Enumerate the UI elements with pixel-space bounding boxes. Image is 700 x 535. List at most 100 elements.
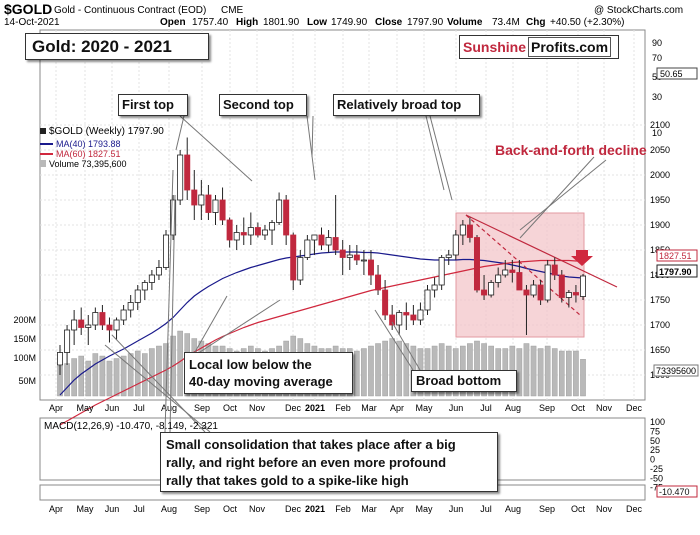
month-label-top: Mar [361, 403, 377, 413]
decline-label: Back-and-forth decline [495, 142, 647, 158]
candle-body [523, 289, 530, 296]
chg-value: +40.50 (+2.30%) [550, 17, 625, 28]
brand-part2: Profits.com [528, 37, 612, 57]
volume-bar [156, 345, 162, 397]
header-symbol: $GOLD [4, 1, 52, 17]
price-tick-label: 1700 [650, 320, 670, 330]
candle-body [572, 292, 579, 296]
month-label-top: Sep [539, 403, 555, 413]
candle-body [389, 314, 396, 326]
candle-body [261, 229, 268, 236]
volume-bar [361, 348, 367, 397]
candle-body [360, 259, 367, 262]
volume-tick-label: 100M [13, 353, 36, 363]
month-label-bottom: May [415, 504, 433, 514]
candle-body [304, 239, 311, 258]
candle-body [276, 199, 283, 223]
month-label-top: Jun [105, 403, 120, 413]
volume-bar [64, 363, 70, 397]
annotation-pointer [374, 309, 414, 371]
month-label-bottom: Apr [49, 504, 63, 514]
candle-body [99, 312, 106, 326]
annotation-pointer [111, 334, 206, 433]
volume-value-box [653, 364, 699, 377]
annotation-pointer [425, 115, 445, 191]
month-label-bottom: 2021 [305, 504, 325, 514]
volume-bar [149, 348, 155, 397]
candle-body [580, 275, 587, 297]
header-exchange: CME [221, 5, 244, 16]
candle-body [353, 254, 360, 261]
month-label-bottom: Nov [596, 504, 613, 514]
legend-ma60: MA(60) 1827.51 [56, 149, 121, 159]
indicator-tick-label: 10 [652, 128, 662, 138]
legend-ma40: MA(40) 1793.88 [56, 139, 121, 149]
candle-body [516, 272, 523, 291]
high-value: 1801.90 [263, 17, 300, 28]
candle-body [205, 194, 212, 213]
close-label: Close [375, 17, 403, 28]
month-label-bottom: Sep [194, 504, 210, 514]
volume-bar [467, 343, 473, 397]
volume-bar [382, 340, 388, 397]
candle-body [417, 309, 424, 321]
open-label: Open [160, 17, 186, 28]
volume-bar [558, 350, 565, 397]
price-tick-label: 1950 [650, 195, 670, 205]
month-label-bottom: Oct [571, 504, 586, 514]
volume-bar [481, 343, 487, 397]
month-label-bottom: Mar [361, 504, 377, 514]
annotation-pointers [104, 115, 607, 433]
candle-body [240, 232, 247, 236]
low-value: 1749.90 [331, 17, 368, 28]
month-label-top: Apr [49, 403, 63, 413]
volume-bar [113, 358, 120, 397]
candle-body [544, 264, 551, 301]
candle-body [403, 312, 410, 316]
macd-tick-label: -25 [650, 464, 663, 474]
month-label-top: 2021 [305, 403, 325, 413]
volume-bar [523, 343, 530, 397]
month-label-bottom: May [76, 504, 94, 514]
volume-bar [580, 359, 586, 397]
consolidation-line3: rally that takes gold to a spike-like hi… [166, 473, 409, 488]
candle-body [113, 319, 120, 331]
candle-body [134, 289, 141, 303]
candle-body [184, 154, 191, 191]
candle-body [198, 194, 205, 206]
volume-bar [92, 353, 99, 397]
month-label-top: Dec [285, 403, 302, 413]
candle-body [375, 274, 382, 291]
volume-bar [516, 348, 523, 397]
ma60-value-label: 1827.51 [659, 251, 692, 261]
volume-tick-label: 150M [13, 334, 36, 344]
candle-body [410, 314, 417, 321]
candle-body [530, 284, 537, 296]
macd-label: MACD(12,26,9) -10.470, -8.149, -2.321 [44, 421, 218, 432]
candle-body [325, 237, 332, 246]
month-label-top: Jul [480, 403, 492, 413]
volume-bar [403, 343, 410, 397]
month-label-top: Oct [571, 403, 586, 413]
header-date: 14-Oct-2021 [4, 17, 60, 28]
month-label-bottom: Jul [133, 504, 145, 514]
volume-bar [389, 338, 395, 397]
candle-body [170, 199, 177, 236]
candle-body [71, 319, 78, 331]
volume-tick-label: 200M [13, 315, 36, 325]
volume-value: 73.4M [492, 17, 520, 28]
candle-body [269, 222, 276, 231]
annotation-pointer [306, 115, 316, 181]
volume-bar [396, 340, 403, 397]
header-copyright: @ StockCharts.com [594, 5, 683, 16]
candle-body [141, 282, 148, 291]
annotation-pointer [519, 159, 607, 231]
volume-bar [85, 360, 92, 397]
open-value: 1757.40 [192, 17, 229, 28]
month-label-top: Jul [133, 403, 145, 413]
candle-body [290, 234, 297, 281]
volume-bar [375, 343, 381, 397]
candle-body [78, 319, 85, 328]
candle-body [565, 292, 572, 298]
volume-bar [177, 330, 183, 397]
